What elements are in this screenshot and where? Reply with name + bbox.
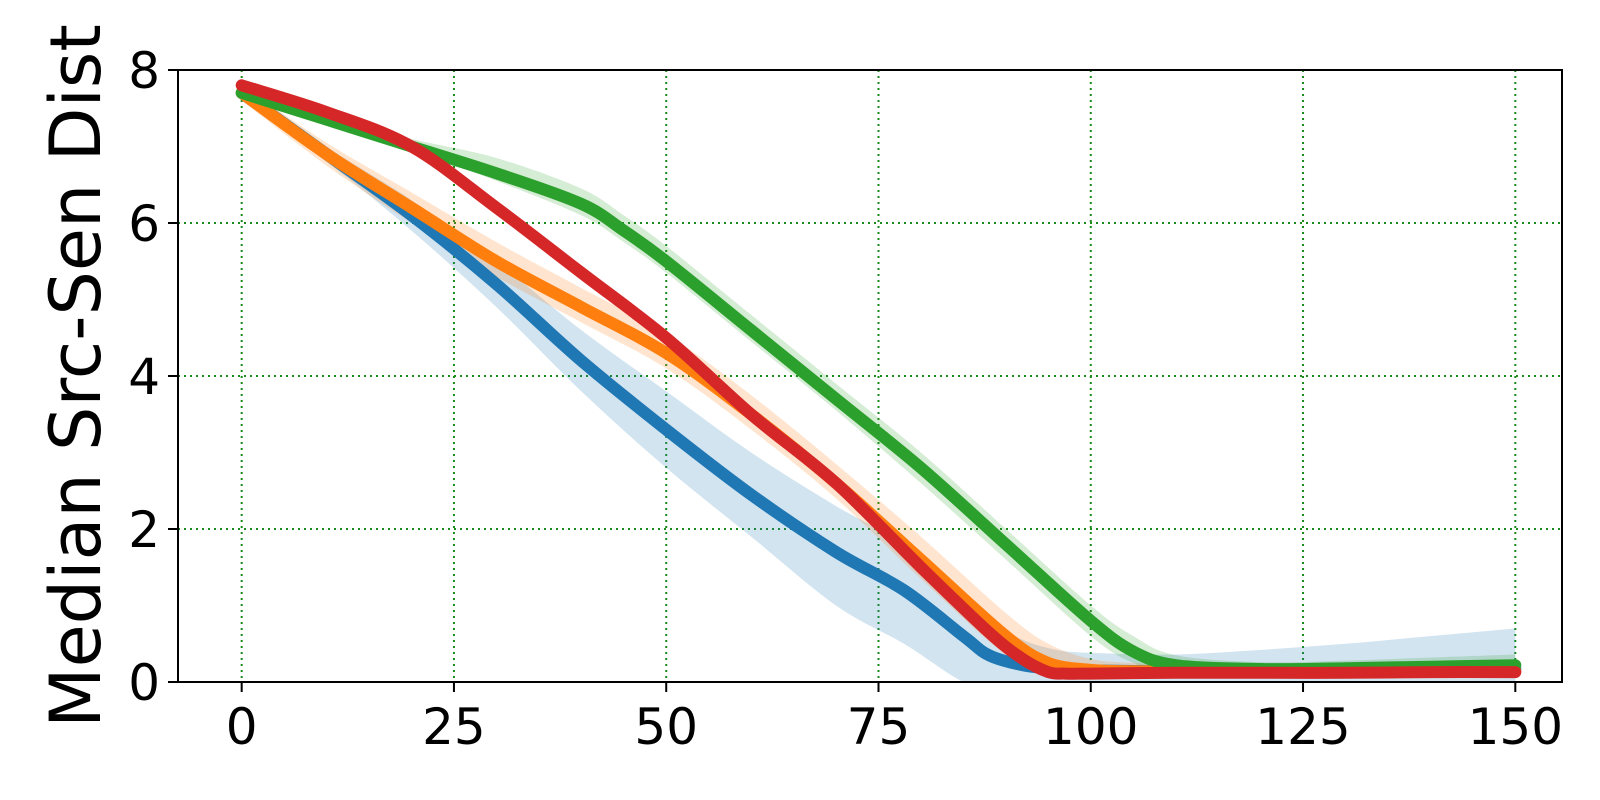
x-tick-label: 0 [226,698,258,756]
series-0-band [241,85,1516,682]
y-axis-title: Median Src-Sen Dist [35,24,117,728]
x-tick-label: 125 [1255,698,1350,756]
x-tick-label: 50 [634,698,698,756]
y-tick-label: 4 [128,348,160,406]
series-3-line [235,79,1522,680]
x-tick-label: 25 [422,698,486,756]
y-tick-label: 6 [128,195,160,253]
axis-ticks: 0 25 50 75 100 125 150 0 2 4 6 8 [128,42,1563,756]
y-tick-label: 2 [128,501,160,559]
series-lines [235,79,1522,680]
y-tick-label: 8 [128,42,160,100]
x-tick-label: 75 [847,698,911,756]
confidence-bands [241,81,1516,682]
y-tick-label: 0 [128,654,160,712]
x-tick-label: 150 [1468,698,1563,756]
x-tick-label: 100 [1043,698,1138,756]
